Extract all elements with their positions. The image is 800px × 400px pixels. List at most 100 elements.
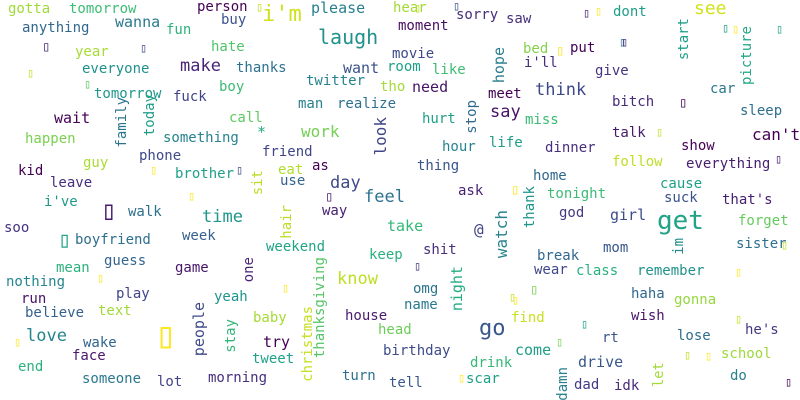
word: tomorrow (94, 86, 162, 102)
word: walk (128, 204, 162, 220)
word: room (387, 59, 421, 75)
missing-glyph: ▯ (656, 125, 664, 139)
missing-glyph: ▯ (776, 22, 784, 36)
word: hurt (422, 111, 456, 127)
word: idk (614, 378, 640, 394)
word: today (142, 94, 158, 137)
missing-glyph: ▯ (414, 259, 422, 273)
word: buy (221, 12, 247, 28)
word: thing (417, 158, 460, 174)
missing-glyph: ▯ (101, 196, 117, 226)
word: mom (603, 240, 629, 256)
word: forget (738, 213, 789, 229)
missing-glyph: ▯ (509, 290, 517, 304)
missing-glyph: ▯ (58, 228, 72, 253)
word: house (345, 308, 388, 324)
word: as (312, 158, 329, 174)
word: picture (739, 26, 755, 86)
word: year (75, 44, 109, 60)
word: put (570, 40, 596, 56)
word: tho (380, 79, 406, 95)
word: class (576, 263, 619, 279)
word: fun (166, 22, 192, 38)
word: let (651, 362, 667, 388)
word: boyfriend (75, 232, 151, 248)
word: hope (490, 47, 508, 84)
word: follow (612, 154, 663, 170)
word: hair (279, 205, 295, 239)
word: people (190, 302, 208, 357)
word: ask (458, 183, 484, 199)
word: i'll (524, 55, 558, 71)
word: dinner (545, 140, 596, 156)
word: miss (525, 112, 559, 128)
missing-glyph: ▯ (236, 163, 244, 177)
word: baby (253, 310, 287, 326)
word: watch (492, 210, 511, 259)
missing-glyph: ▯ (684, 348, 692, 362)
word: sleep (740, 103, 783, 119)
word: wanna (115, 13, 161, 31)
word: bitch (612, 94, 655, 110)
word: drive (578, 353, 624, 371)
missing-glyph: ▯ (781, 238, 789, 252)
word: yeah (214, 289, 248, 305)
word: sister (736, 236, 787, 252)
word: head (378, 322, 412, 338)
word: thank (522, 186, 538, 229)
word: end (18, 359, 44, 375)
word: happen (25, 131, 76, 147)
word: think (535, 80, 587, 100)
word: one (241, 257, 257, 283)
missing-glyph: ▯ (581, 317, 589, 331)
word: time (202, 207, 243, 227)
missing-glyph: ▯ (619, 35, 627, 49)
word: break (537, 248, 580, 264)
word: someone (82, 371, 142, 387)
word: wear (534, 262, 568, 278)
missing-glyph: ▯ (722, 21, 730, 35)
word: talk (612, 125, 646, 141)
word: anything (22, 20, 90, 36)
word: that's (722, 192, 773, 208)
missing-glyph: ▯ (735, 312, 743, 326)
missing-glyph: ▯ (150, 163, 158, 177)
word: like (432, 62, 466, 78)
word: turn (342, 368, 376, 384)
word: make (180, 56, 221, 76)
missing-glyph: ▯ (42, 39, 51, 55)
word: say (490, 102, 521, 122)
word: boy (219, 79, 245, 95)
word: something (163, 130, 239, 146)
word: lose (677, 328, 711, 344)
missing-glyph: ▯ (583, 6, 591, 20)
word: tell (389, 375, 423, 391)
word: text (98, 303, 132, 319)
word: im (671, 238, 687, 255)
missing-glyph: ▯ (556, 335, 564, 349)
missing-glyph: ▯ (27, 66, 35, 80)
word: find (511, 310, 545, 326)
word: hear (393, 0, 427, 16)
missing-glyph: ▯ (530, 282, 539, 298)
word: need (412, 78, 449, 96)
word: laugh (318, 25, 379, 49)
word: home (533, 168, 567, 184)
word: girl (610, 206, 647, 224)
word: suck (664, 190, 698, 206)
word: everyone (82, 61, 150, 77)
missing-glyph: ▯ (775, 152, 783, 166)
missing-glyph: ▯ (556, 43, 565, 59)
missing-glyph: ▯ (735, 265, 743, 279)
word: remember (637, 263, 705, 279)
word: bed (523, 41, 549, 57)
word: wish (631, 308, 665, 324)
word: know (337, 269, 378, 289)
word: damn (555, 367, 571, 400)
word: twitter (306, 73, 366, 89)
word: get (657, 206, 704, 236)
word: nothing (6, 274, 66, 290)
word: saw (506, 11, 532, 27)
word: movie (392, 46, 435, 62)
word: life (489, 135, 523, 151)
